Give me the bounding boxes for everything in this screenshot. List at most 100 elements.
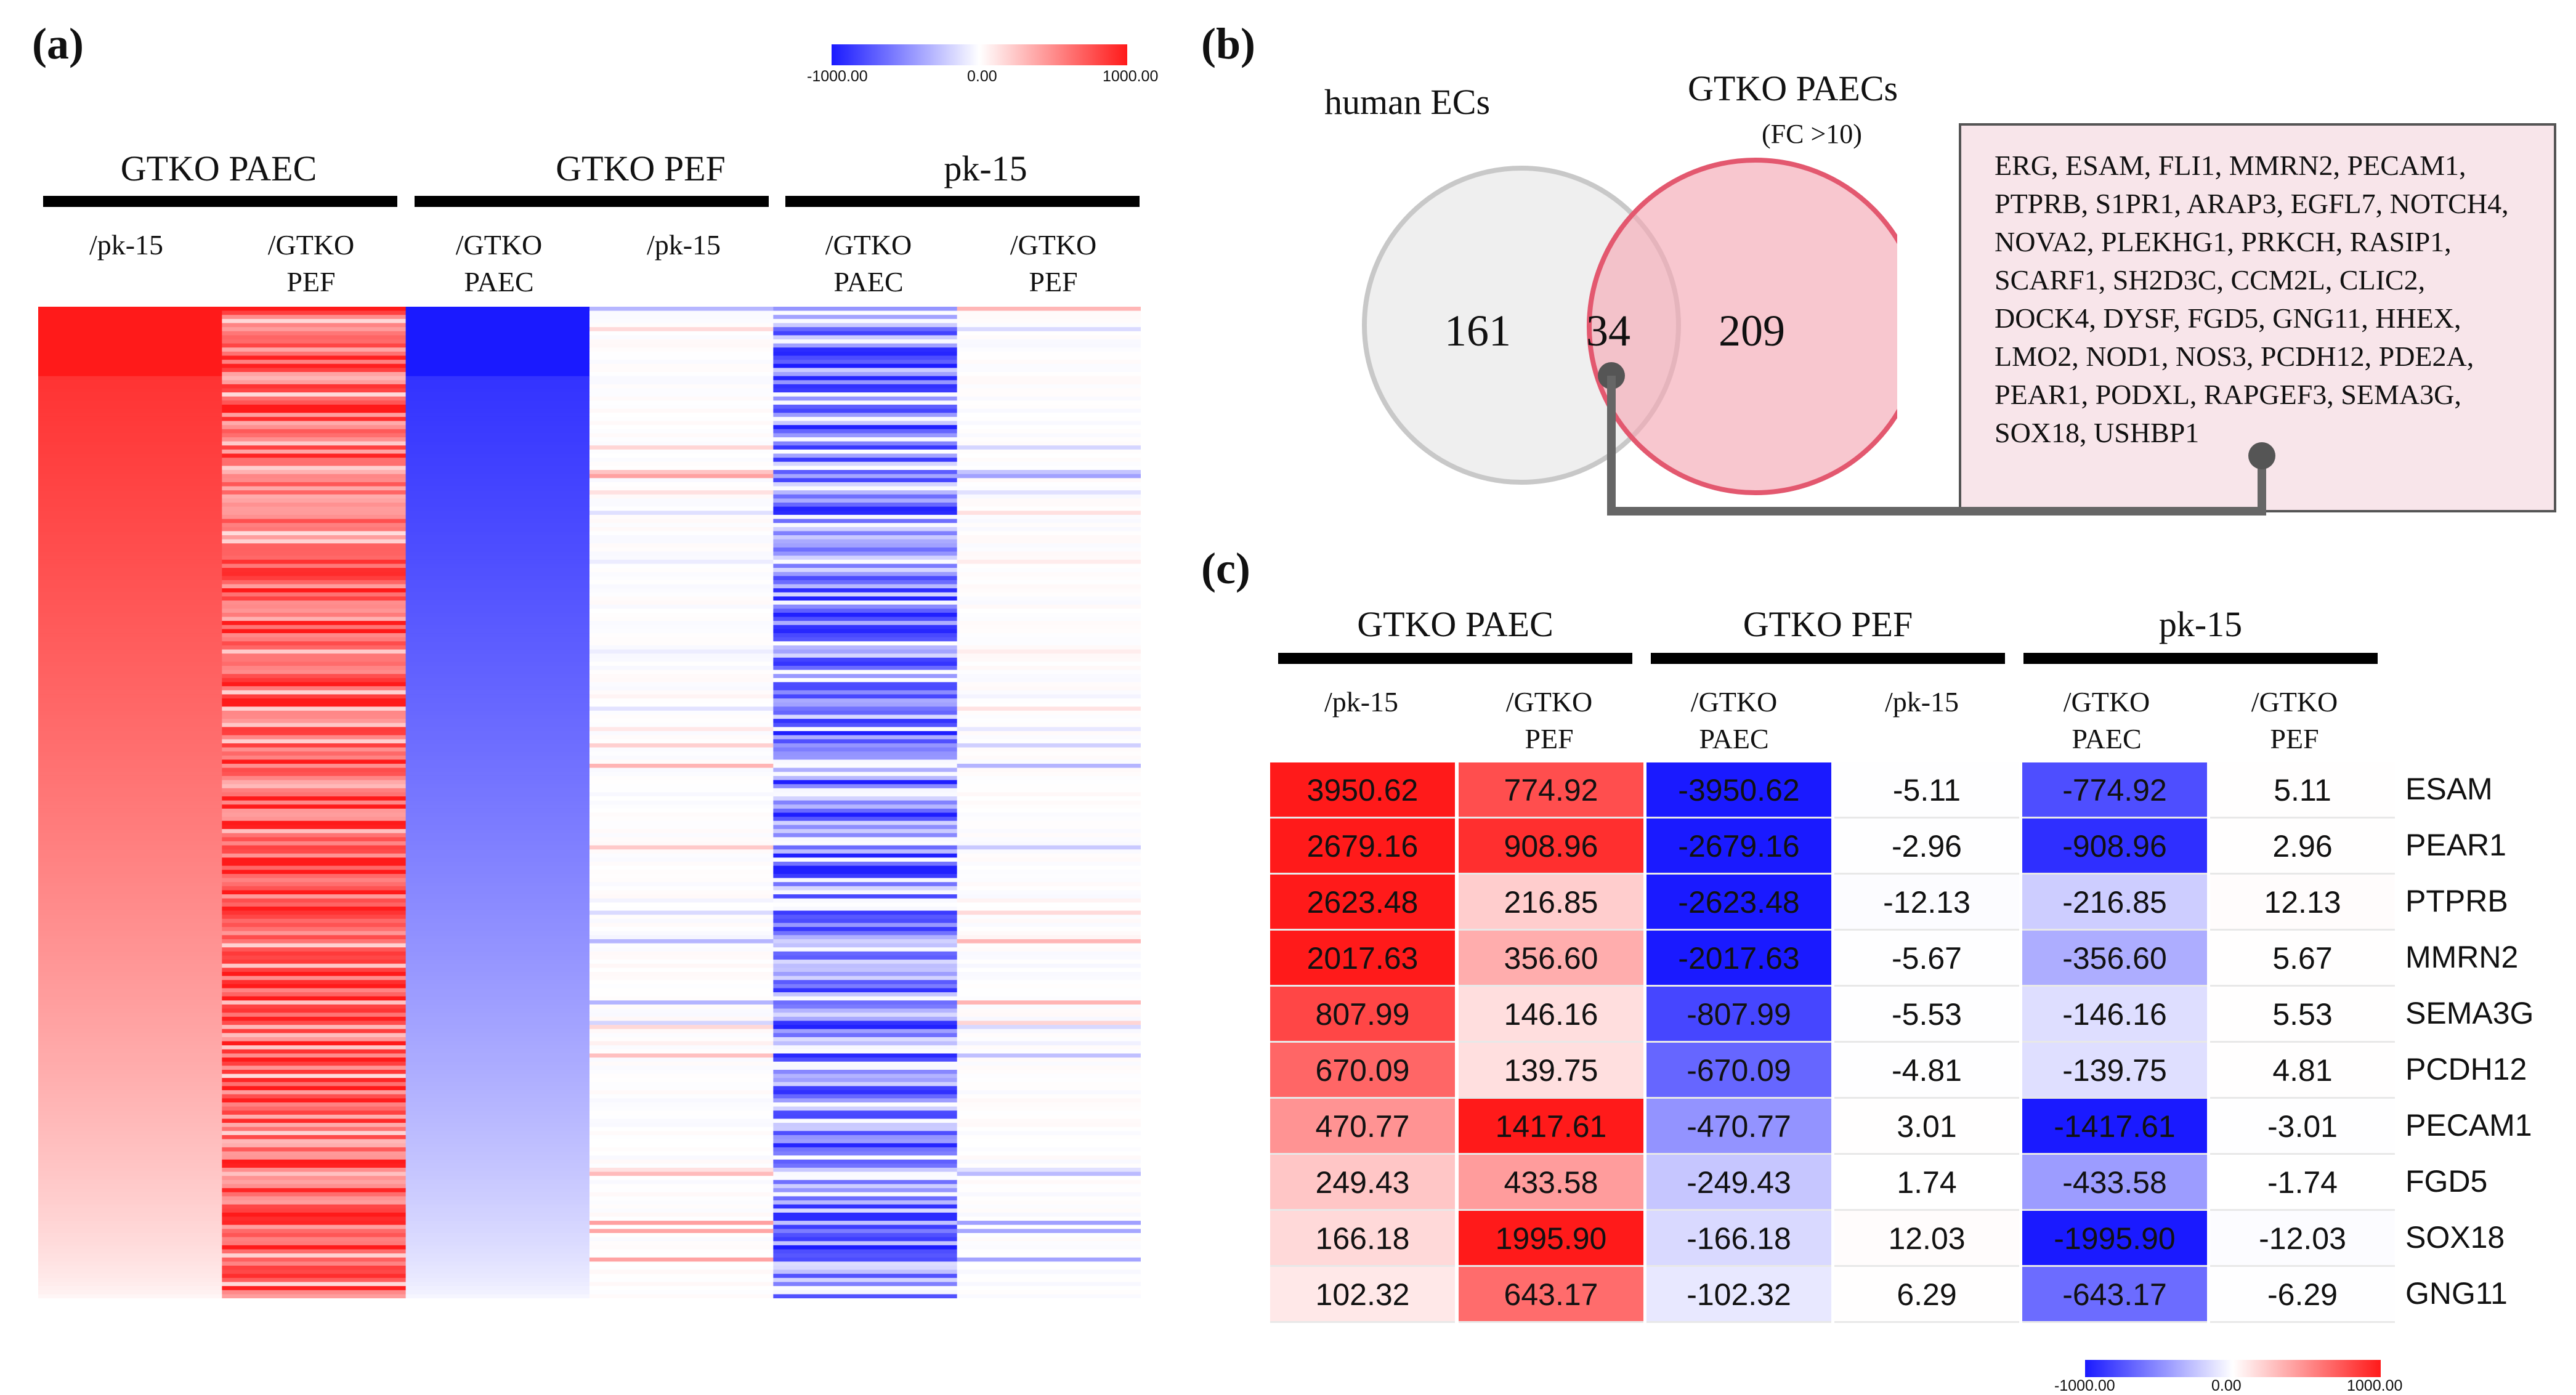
heatmap-a-cell [38,1065,222,1070]
heatmap-a-cell [222,372,407,377]
heatmap-a-cell [589,592,774,597]
heatmap-a-cell [405,392,590,397]
heatmap-a-cell [957,380,1141,385]
heatmap-a-cell [957,857,1141,862]
heatmap-a-cell [405,506,590,511]
heatmap-a-cell [405,604,590,609]
heatmap-a-cell [222,1082,407,1086]
heatmap-a-cell [957,706,1141,711]
heatmap-a-cell [773,1057,958,1062]
heatmap-a-cell [773,735,958,740]
heatmap-a-cell [38,1118,222,1123]
heatmap-a-cell [222,572,407,576]
heatmap-a-cell [38,621,222,626]
heatmap-a-cell [38,360,222,365]
table-c-cell: 2623.48 [1270,875,1455,931]
heatmap-a-cell [957,637,1141,642]
heatmap-a-cell [773,547,958,552]
heatmap-a-cell [589,445,774,450]
heatmap-a-cell [773,1037,958,1042]
a-group-bar-3 [785,196,1140,207]
heatmap-a-cell [957,743,1141,748]
heatmap-a-cell [38,1155,222,1160]
heatmap-a-cell [222,906,407,912]
heatmap-a-cell [38,747,222,752]
heatmap-a-cell [773,690,958,695]
heatmap-a-cell [38,882,222,887]
table-c-cell: -1417.61 [2022,1099,2207,1155]
heatmap-a-cell [773,841,958,846]
table-c-cell: -433.58 [2022,1155,2207,1211]
heatmap-a-cell [589,1021,774,1025]
heatmap-a-cell [773,458,958,463]
heatmap-a-cell [589,609,774,613]
heatmap-a-cell [38,1176,222,1181]
heatmap-a-cell [957,764,1141,769]
heatmap-a-cell [589,612,774,618]
heatmap-a-cell [38,698,222,703]
heatmap-a-cell [589,1241,774,1246]
heatmap-a-cell [222,1013,407,1017]
heatmap-a-cell [38,1078,222,1083]
heatmap-a-cell [405,315,590,320]
heatmap-a-cell [222,1208,407,1213]
a-subhdr-3: /GTKO PAEC [455,229,543,297]
heatmap-a-cell [957,1013,1141,1017]
heatmap-a-cell [589,559,774,564]
heatmap-a-cell [222,829,407,834]
heatmap-a-cell [38,453,222,458]
heatmap-a-cell [589,1196,774,1201]
heatmap-a-cell [589,1049,774,1054]
heatmap-a-cell [773,327,958,332]
heatmap-a-cell [38,1045,222,1050]
heatmap-a-cell [957,862,1141,867]
table-c-cell: -643.17 [2022,1267,2207,1323]
heatmap-a-cell [405,1131,590,1136]
heatmap-a-cell [405,1229,590,1234]
table-c-cell: 5.11 [2210,762,2395,819]
heatmap-a-cell [405,886,590,891]
heatmap-a-cell [38,617,222,621]
heatmap-a-cell [222,621,407,626]
heatmap-a-cell [589,784,774,789]
heatmap-a-cell [773,347,958,352]
heatmap-a-cell [38,653,222,658]
heatmap-a-cell [589,1016,774,1021]
table-c-gene: SEMA3G [2405,996,2534,1030]
heatmap-a-cell [405,1257,590,1262]
heatmap-a-cell [222,759,407,764]
table-c-gene: FGD5 [2405,1164,2488,1199]
heatmap-a-cell [773,453,958,458]
heatmap-a-cell [957,609,1141,613]
heatmap-a-cell [773,1245,958,1250]
heatmap-a-cell [405,556,590,560]
heatmap-a-cell [957,506,1141,511]
heatmap-a-cell [222,1282,407,1287]
heatmap-a-cell [773,731,958,736]
heatmap-a-cell [773,727,958,732]
heatmap-a-cell [957,1074,1141,1078]
heatmap-a-cell [589,1249,774,1254]
table-c-cell: -216.85 [2022,875,2207,931]
heatmap-a-cell [38,714,222,719]
heatmap-a-cell [957,461,1141,466]
heatmap-a-cell [222,1176,407,1181]
heatmap-a-cell [405,1106,590,1111]
heatmap-a-cell [222,1229,407,1234]
venn-right-count: 209 [1719,306,1785,355]
heatmap-a-cell [405,849,590,854]
heatmap-a-cell [38,580,222,585]
table-c-cell: -2017.63 [1646,931,1831,987]
heatmap-a-cell [222,1106,407,1111]
heatmap-a-cell [957,1131,1141,1136]
table-c-cell: 643.17 [1459,1267,1643,1323]
heatmap-a-cell [222,1000,407,1005]
heatmap-a-cell [222,392,407,397]
heatmap-a-cell [405,963,590,968]
heatmap-a-cell [773,564,958,568]
heatmap-a-cell [405,988,590,993]
heatmap-a-cell [773,1033,958,1038]
heatmap-a-cell [222,604,407,609]
heatmap-a-cell [589,1139,774,1144]
heatmap-a-cell [405,617,590,621]
